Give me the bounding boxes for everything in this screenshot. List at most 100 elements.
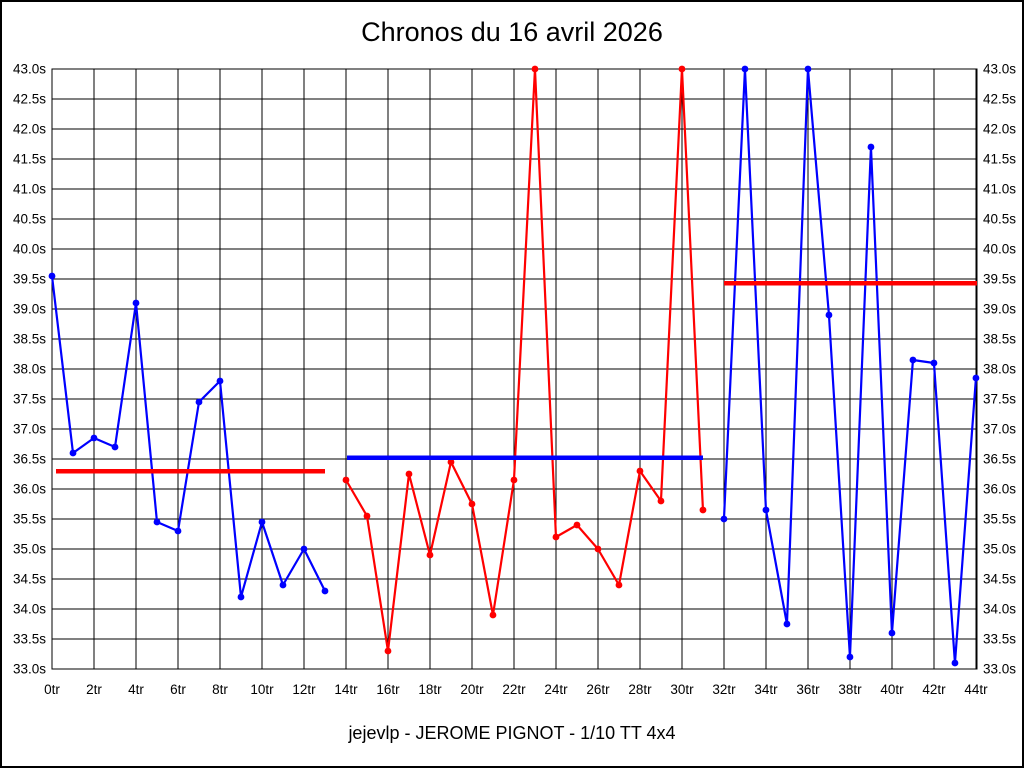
- x-tick-label: 42tr: [922, 682, 946, 697]
- y-tick-label-left: 39.5s: [13, 272, 46, 287]
- y-tick-label-left: 41.5s: [13, 152, 46, 167]
- x-tick-label: 26tr: [586, 682, 610, 697]
- run-1-blue-point: [132, 299, 140, 307]
- y-tick-label-right: 42.5s: [983, 92, 1016, 107]
- x-tick-label: 22tr: [502, 682, 526, 697]
- x-tick-label: 32tr: [712, 682, 736, 697]
- y-tick-label-left: 39.0s: [13, 302, 46, 317]
- y-tick-label-right: 34.5s: [983, 572, 1016, 587]
- y-tick-label-right: 39.0s: [983, 302, 1016, 317]
- run-1-blue-point: [279, 581, 287, 589]
- run-3-blue-point: [867, 143, 875, 151]
- x-tick-label: 10tr: [250, 682, 274, 697]
- y-tick-label-left: 34.5s: [13, 572, 46, 587]
- y-tick-label-left: 35.5s: [13, 512, 46, 527]
- run-1-blue-point: [90, 434, 98, 442]
- run-2-red-point: [405, 470, 413, 478]
- y-tick-label-right: 41.5s: [983, 152, 1016, 167]
- run-2-red-point: [531, 65, 539, 73]
- run-1-blue-point: [48, 272, 56, 280]
- x-tick-label: 8tr: [212, 682, 228, 697]
- y-tick-label-right: 40.0s: [983, 242, 1016, 257]
- run-2-red-point: [699, 506, 707, 514]
- run-1-blue-point: [258, 518, 266, 526]
- y-tick-label-right: 35.0s: [983, 542, 1016, 557]
- chart-footer: jejevlp - JEROME PIGNOT - 1/10 TT 4x4: [348, 723, 676, 743]
- run-1-blue-point: [153, 518, 161, 526]
- y-tick-label-left: 37.5s: [13, 392, 46, 407]
- y-tick-label-left: 41.0s: [13, 182, 46, 197]
- y-tick-label-right: 39.5s: [983, 272, 1016, 287]
- x-tick-label: 28tr: [628, 682, 652, 697]
- x-tick-label: 16tr: [376, 682, 400, 697]
- chart-title: Chronos du 16 avril 2026: [361, 17, 663, 47]
- y-tick-label-left: 37.0s: [13, 422, 46, 437]
- y-tick-label-right: 38.0s: [983, 362, 1016, 377]
- x-tick-label: 30tr: [670, 682, 694, 697]
- y-tick-label-right: 36.0s: [983, 482, 1016, 497]
- y-tick-label-right: 38.5s: [983, 332, 1016, 347]
- run-3-blue-point: [720, 515, 728, 523]
- run-1-blue-point: [237, 593, 245, 601]
- x-tick-label: 20tr: [460, 682, 484, 697]
- x-tick-label: 0tr: [44, 682, 60, 697]
- y-tick-label-right: 36.5s: [983, 452, 1016, 467]
- run-2-red-point: [510, 476, 518, 484]
- x-tick-label: 38tr: [838, 682, 862, 697]
- x-tick-label: 44tr: [964, 682, 988, 697]
- run-1-blue-point: [321, 587, 329, 595]
- y-tick-label-right: 35.5s: [983, 512, 1016, 527]
- y-tick-label-left: 33.0s: [13, 662, 46, 677]
- y-tick-label-left: 40.5s: [13, 212, 46, 227]
- y-tick-label-right: 41.0s: [983, 182, 1016, 197]
- run-3-blue-point: [741, 65, 749, 73]
- plot-border: [51, 68, 978, 670]
- run-3-blue-point: [930, 359, 938, 367]
- run-2-red-point: [363, 512, 371, 520]
- y-tick-label-left: 35.0s: [13, 542, 46, 557]
- run-2-red-point: [678, 65, 686, 73]
- y-tick-label-right: 33.0s: [983, 662, 1016, 677]
- run-2-red-point: [468, 500, 476, 508]
- y-tick-label-right: 34.0s: [983, 602, 1016, 617]
- y-tick-label-left: 36.5s: [13, 452, 46, 467]
- run-2-red-line: [345, 67, 705, 653]
- run-1-blue-point: [69, 449, 77, 457]
- y-tick-label-right: 33.5s: [983, 632, 1016, 647]
- run-2-red-point: [552, 533, 560, 541]
- run-1-blue-point: [174, 527, 182, 535]
- y-tick-label-left: 33.5s: [13, 632, 46, 647]
- run-3-blue-point: [846, 653, 854, 661]
- x-tick-label: 18tr: [418, 682, 442, 697]
- run-3-blue-point: [825, 311, 833, 319]
- run-1-blue-point: [111, 443, 119, 451]
- x-tick-label: 34tr: [754, 682, 778, 697]
- x-tick-label: 24tr: [544, 682, 568, 697]
- y-tick-label-left: 36.0s: [13, 482, 46, 497]
- y-tick-label-left: 40.0s: [13, 242, 46, 257]
- run-1-blue-point: [195, 398, 203, 406]
- y-tick-label-left: 43.0s: [13, 62, 46, 77]
- run-2-red-point: [573, 521, 581, 529]
- run-1-blue-line: [50, 275, 326, 599]
- run-3-blue-point: [804, 65, 812, 73]
- run-2-red-point: [636, 467, 644, 475]
- y-tick-label-right: 37.0s: [983, 422, 1016, 437]
- run-3-blue-point: [762, 506, 770, 514]
- run-2-red-point: [615, 581, 623, 589]
- x-tick-label: 6tr: [170, 682, 186, 697]
- y-tick-label-left: 42.0s: [13, 122, 46, 137]
- run-2-red-point: [342, 476, 350, 484]
- y-tick-label-right: 37.5s: [983, 392, 1016, 407]
- y-tick-label-right: 42.0s: [983, 122, 1016, 137]
- run-2-red-point: [489, 611, 497, 619]
- run-3-blue-point: [783, 620, 791, 628]
- run-2-red-point: [384, 647, 392, 655]
- y-tick-label-right: 43.0s: [983, 62, 1016, 77]
- x-tick-label: 12tr: [292, 682, 316, 697]
- run-3-blue-point: [909, 356, 917, 364]
- x-tick-label: 40tr: [880, 682, 904, 697]
- x-tick-label: 36tr: [796, 682, 820, 697]
- run-3-blue-point: [972, 374, 980, 382]
